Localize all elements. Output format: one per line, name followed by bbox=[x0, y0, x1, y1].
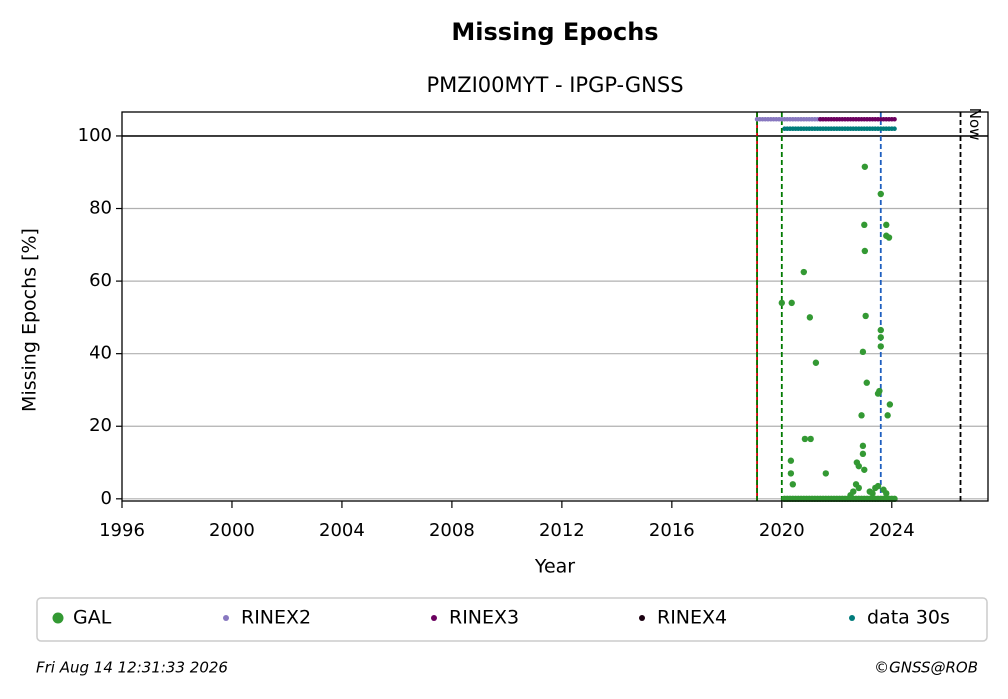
data-point bbox=[877, 334, 884, 341]
data-point bbox=[806, 314, 814, 321]
x-tick-label: 2024 bbox=[869, 520, 915, 541]
data-point bbox=[787, 457, 795, 464]
footer-credit: ©GNSS@ROB bbox=[874, 659, 978, 677]
legend-marker bbox=[639, 615, 645, 621]
y-tick-label: 40 bbox=[89, 343, 112, 364]
data-point bbox=[884, 412, 891, 419]
x-tick-label: 2012 bbox=[539, 520, 585, 541]
data-point bbox=[869, 490, 876, 497]
x-tick-label: 1996 bbox=[99, 520, 145, 541]
data-point bbox=[862, 312, 869, 320]
legend-marker bbox=[52, 612, 64, 624]
data-point bbox=[778, 299, 786, 307]
y-tick-label: 20 bbox=[89, 415, 112, 436]
legend-label: GAL bbox=[73, 607, 112, 629]
data-point bbox=[883, 490, 890, 497]
data-point bbox=[892, 126, 897, 131]
x-tick-label: 2020 bbox=[759, 520, 805, 541]
legend-box bbox=[36, 597, 988, 642]
data-point bbox=[861, 163, 869, 170]
x-tick-label: 2008 bbox=[429, 520, 475, 541]
data-point bbox=[877, 190, 884, 198]
data-point bbox=[859, 348, 867, 356]
annotation: Now bbox=[966, 108, 984, 141]
data-point bbox=[850, 488, 857, 495]
data-point bbox=[876, 387, 883, 395]
data-point bbox=[789, 481, 797, 488]
x-tick-label: 2016 bbox=[649, 520, 695, 541]
legend-label: RINEX2 bbox=[241, 607, 311, 629]
data-point bbox=[800, 268, 808, 276]
y-tick-label: 100 bbox=[78, 125, 112, 146]
data-point bbox=[885, 234, 893, 241]
y-tick-label: 60 bbox=[89, 270, 112, 291]
data-point bbox=[807, 435, 814, 443]
data-point bbox=[855, 462, 862, 470]
data-point bbox=[788, 299, 795, 307]
x-axis-label: Year bbox=[534, 556, 575, 578]
data-point bbox=[861, 247, 869, 255]
data-point bbox=[863, 379, 870, 386]
legend-label: data 30s bbox=[867, 607, 950, 629]
data-point bbox=[886, 401, 894, 408]
legend-marker bbox=[849, 615, 855, 621]
x-tick-label: 2004 bbox=[319, 520, 365, 541]
y-axis-label: Missing Epochs [%] bbox=[19, 228, 41, 412]
data-point bbox=[883, 221, 890, 229]
data-point bbox=[812, 359, 820, 366]
data-point bbox=[877, 326, 884, 334]
legend-marker bbox=[223, 615, 229, 621]
plot-frame bbox=[121, 111, 989, 502]
data-point bbox=[859, 450, 867, 458]
y-tick-label: 0 bbox=[101, 488, 112, 509]
data-point bbox=[861, 466, 868, 473]
data-point bbox=[874, 482, 882, 490]
data-point bbox=[877, 343, 884, 350]
y-tick-label: 80 bbox=[89, 198, 112, 219]
data-point bbox=[801, 435, 809, 443]
data-point bbox=[822, 470, 829, 477]
footer-date: Fri Aug 14 12:31:33 2026 bbox=[36, 659, 228, 677]
legend-marker bbox=[431, 615, 437, 621]
x-tick-label: 2000 bbox=[209, 520, 255, 541]
data-point bbox=[858, 412, 865, 419]
legend-label: RINEX4 bbox=[657, 607, 727, 629]
data-point bbox=[892, 116, 897, 122]
data-point bbox=[861, 221, 868, 229]
data-point bbox=[859, 442, 867, 450]
chart-title: Missing Epochs bbox=[451, 18, 658, 46]
legend-label: RINEX3 bbox=[449, 607, 519, 629]
chart-subtitle: PMZI00MYT - IPGP-GNSS bbox=[426, 73, 683, 97]
data-point bbox=[855, 484, 862, 492]
data-point bbox=[787, 470, 795, 477]
